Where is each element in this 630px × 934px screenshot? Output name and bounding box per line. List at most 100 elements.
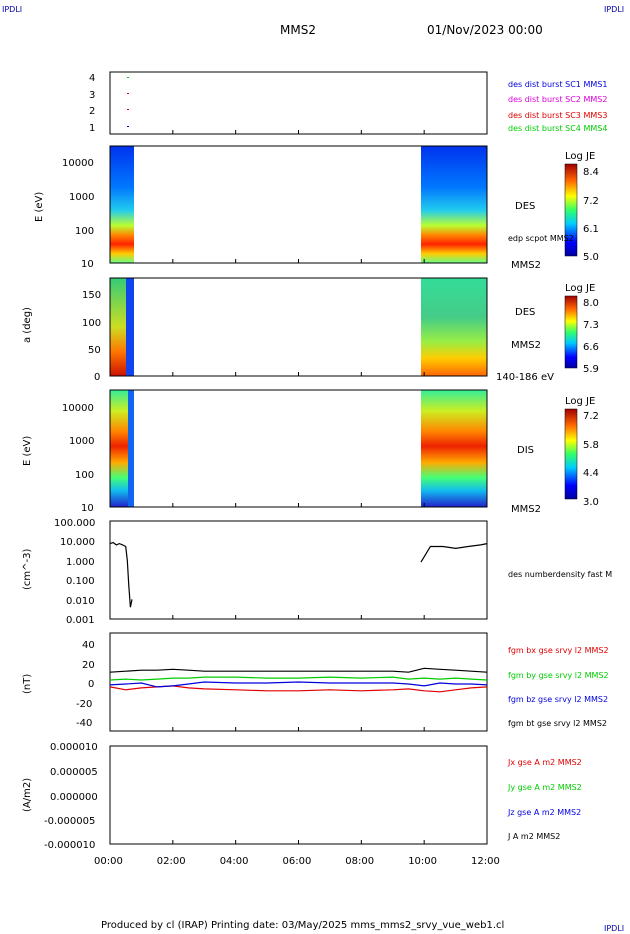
current-ytick-4: -0.000005: [44, 816, 95, 827]
des-energy-ytick-1000: 1000: [69, 192, 94, 203]
burst-legend-sc3: des dist burst SC3 MMS3: [508, 111, 607, 120]
des-energy-cb-tick-4: 5.0: [583, 252, 599, 263]
current-ytick-5: -0.000010: [44, 840, 95, 851]
des-energy-label-sc: MMS2: [511, 260, 541, 271]
des-pitch-cb-tick-3: 6.6: [583, 342, 599, 353]
x-axis: 00:00 02:00 04:00 06:00 08:00 10:00 12:00: [94, 130, 500, 867]
current-legend-0: Jx gse A m2 MMS2: [507, 758, 582, 767]
des-energy-colorbar: [564, 163, 578, 257]
panel-burst-frame: [109, 71, 488, 135]
current-ytick-1: 0.000010: [50, 742, 98, 753]
dis-energy-ytick-10000: 10000: [62, 403, 94, 414]
corner-label-bottom-right: IPDLI: [604, 924, 624, 933]
des-pitch-cb-tick-4: 5.9: [583, 364, 599, 375]
des-pitch-block-1b: [126, 278, 134, 376]
des-pitch-label-sc: MMS2: [511, 340, 541, 351]
dis-energy-ytick-100: 100: [75, 470, 94, 481]
burst-legend-sc2: des dist burst SC2 MMS2: [508, 95, 607, 104]
bfield-ytick-20: 20: [82, 660, 95, 671]
burst-legend-sc4: des dist burst SC4 MMS4: [508, 124, 607, 133]
x-tick-label-4: 08:00: [345, 856, 374, 867]
panel-des-energy: 10000 1000 100 10 E (eV) Log JE 8.4 7.2 …: [34, 145, 599, 271]
x-tick-label-6: 12:00: [471, 856, 500, 867]
panel-current-frame: [109, 745, 488, 845]
bfield-ytick-0: 0: [88, 679, 94, 690]
des-energy-ytick-10: 10: [81, 259, 94, 270]
density-ytick-5: 0.010: [66, 596, 95, 607]
des-pitch-label-instrument: DES: [515, 307, 535, 318]
panel-bfield: 40 20 0 -20 -40 (nT) fgm bx gse srvy l2 …: [22, 632, 609, 732]
bfield-lines: [109, 667, 488, 693]
des-pitch-cb-tick-1: 8.0: [583, 298, 599, 309]
corner-label-top-right: IPDLI: [604, 5, 624, 14]
density-ytick-2: 10.000: [60, 537, 95, 548]
dis-energy-colorbar: [564, 408, 578, 500]
dis-energy-block-2: [421, 390, 487, 507]
density-lines: [109, 541, 488, 608]
des-energy-block-1: [110, 146, 134, 263]
dis-energy-label-sc: MMS2: [511, 504, 541, 515]
current-ylabel: (A/m2): [22, 778, 33, 812]
panel-burst: 4 3 2 1 des dist burst SC1 MMS1 des dist…: [89, 71, 607, 135]
x-tick-label-2: 04:00: [220, 856, 249, 867]
bfield-legend-1: fgm by gse srvy l2 MMS2: [508, 671, 609, 680]
burst-mark-sc1: [127, 126, 129, 127]
burst-mark-sc2: [127, 109, 129, 110]
bfield-legend-2: fgm bz gse srvy l2 MMS2: [508, 695, 608, 704]
panel-current: 0.000010 0.000005 0.000000 -0.000005 -0.…: [22, 742, 582, 851]
footer-credit: Produced by cl (IRAP) Printing date: 03/…: [101, 920, 504, 931]
des-energy-ylabel: E (eV): [34, 192, 45, 222]
des-energy-label-instrument: DES: [515, 201, 535, 212]
dis-energy-ytick-1000: 1000: [69, 436, 94, 447]
burst-ytick-1: 1: [89, 123, 95, 134]
current-legend-2: Jz gse A m2 MMS2: [507, 808, 581, 817]
des-energy-cb-tick-1: 8.4: [583, 167, 599, 178]
density-ytick-3: 1.000: [66, 557, 95, 568]
bfield-ytick-40: 40: [82, 640, 95, 651]
bfield-legend-0: fgm bx gse srvy l2 MMS2: [508, 646, 609, 655]
des-energy-cb-tick-3: 6.1: [583, 224, 599, 235]
des-pitch-ytick-50: 50: [88, 345, 101, 356]
dis-energy-cb-tick-2: 5.8: [583, 440, 599, 451]
panel-density-frame: [109, 520, 488, 620]
panel-dis-energy: 10000 1000 100 10 E (eV) Log JE 7.2 5.8 …: [22, 389, 599, 515]
x-tick-label-1: 02:00: [157, 856, 186, 867]
dis-energy-cb-tick-3: 4.4: [583, 468, 599, 479]
des-energy-cb-title: Log JE: [565, 151, 595, 162]
bfield-legend-3: fgm bt gse srvy l2 MMS2: [508, 719, 607, 728]
des-pitch-label-energy: 140-186 eV: [496, 372, 554, 383]
dis-energy-cb-tick-1: 7.2: [583, 411, 599, 422]
dis-energy-cb-tick-4: 3.0: [583, 497, 599, 508]
magnetic-field-series-1: [109, 676, 488, 681]
bfield-ytick-m40: -40: [76, 718, 92, 729]
des-pitch-ytick-100: 100: [82, 318, 101, 329]
density-ytick-4: 0.100: [66, 576, 95, 587]
des-pitch-ylabel: a (deg): [22, 307, 33, 343]
des-energy-block-2: [421, 146, 487, 263]
des-energy-ytick-100: 100: [75, 226, 94, 237]
des-energy-ytick-10000: 10000: [62, 158, 94, 169]
density-ytick-6: 0.001: [66, 615, 95, 626]
panel-des-pitch: 150 100 50 0 a (deg) Log JE 8.0 7.3 6.6 …: [22, 277, 599, 383]
burst-legend-sc1: des dist burst SC1 MMS1: [508, 80, 607, 89]
burst-ytick-3: 3: [89, 90, 95, 101]
density-legend-0: des numberdensity fast M: [508, 570, 612, 579]
magnetic-field-series-2: [109, 681, 488, 688]
density-series-0: [109, 541, 488, 608]
current-legend-1: Jy gse A m2 MMS2: [507, 783, 582, 792]
des-pitch-block-2: [421, 278, 487, 376]
dis-energy-cb-title: Log JE: [565, 396, 595, 407]
current-legend-3: J A m2 MMS2: [507, 832, 560, 841]
magnetic-field-series-3: [109, 667, 488, 673]
x-tick-label-0: 00:00: [94, 856, 123, 867]
current-ytick-2: 0.000005: [50, 767, 98, 778]
des-energy-label-scpot: edp scpot MMS2: [508, 234, 574, 243]
des-energy-cb-tick-2: 7.2: [583, 196, 599, 207]
des-pitch-cb-tick-2: 7.3: [583, 320, 599, 331]
dis-energy-block-1b: [128, 390, 134, 507]
x-tick-label-3: 06:00: [283, 856, 312, 867]
des-pitch-ytick-150: 150: [82, 290, 101, 301]
des-pitch-colorbar: [564, 295, 578, 369]
des-pitch-ytick-0: 0: [94, 372, 100, 383]
